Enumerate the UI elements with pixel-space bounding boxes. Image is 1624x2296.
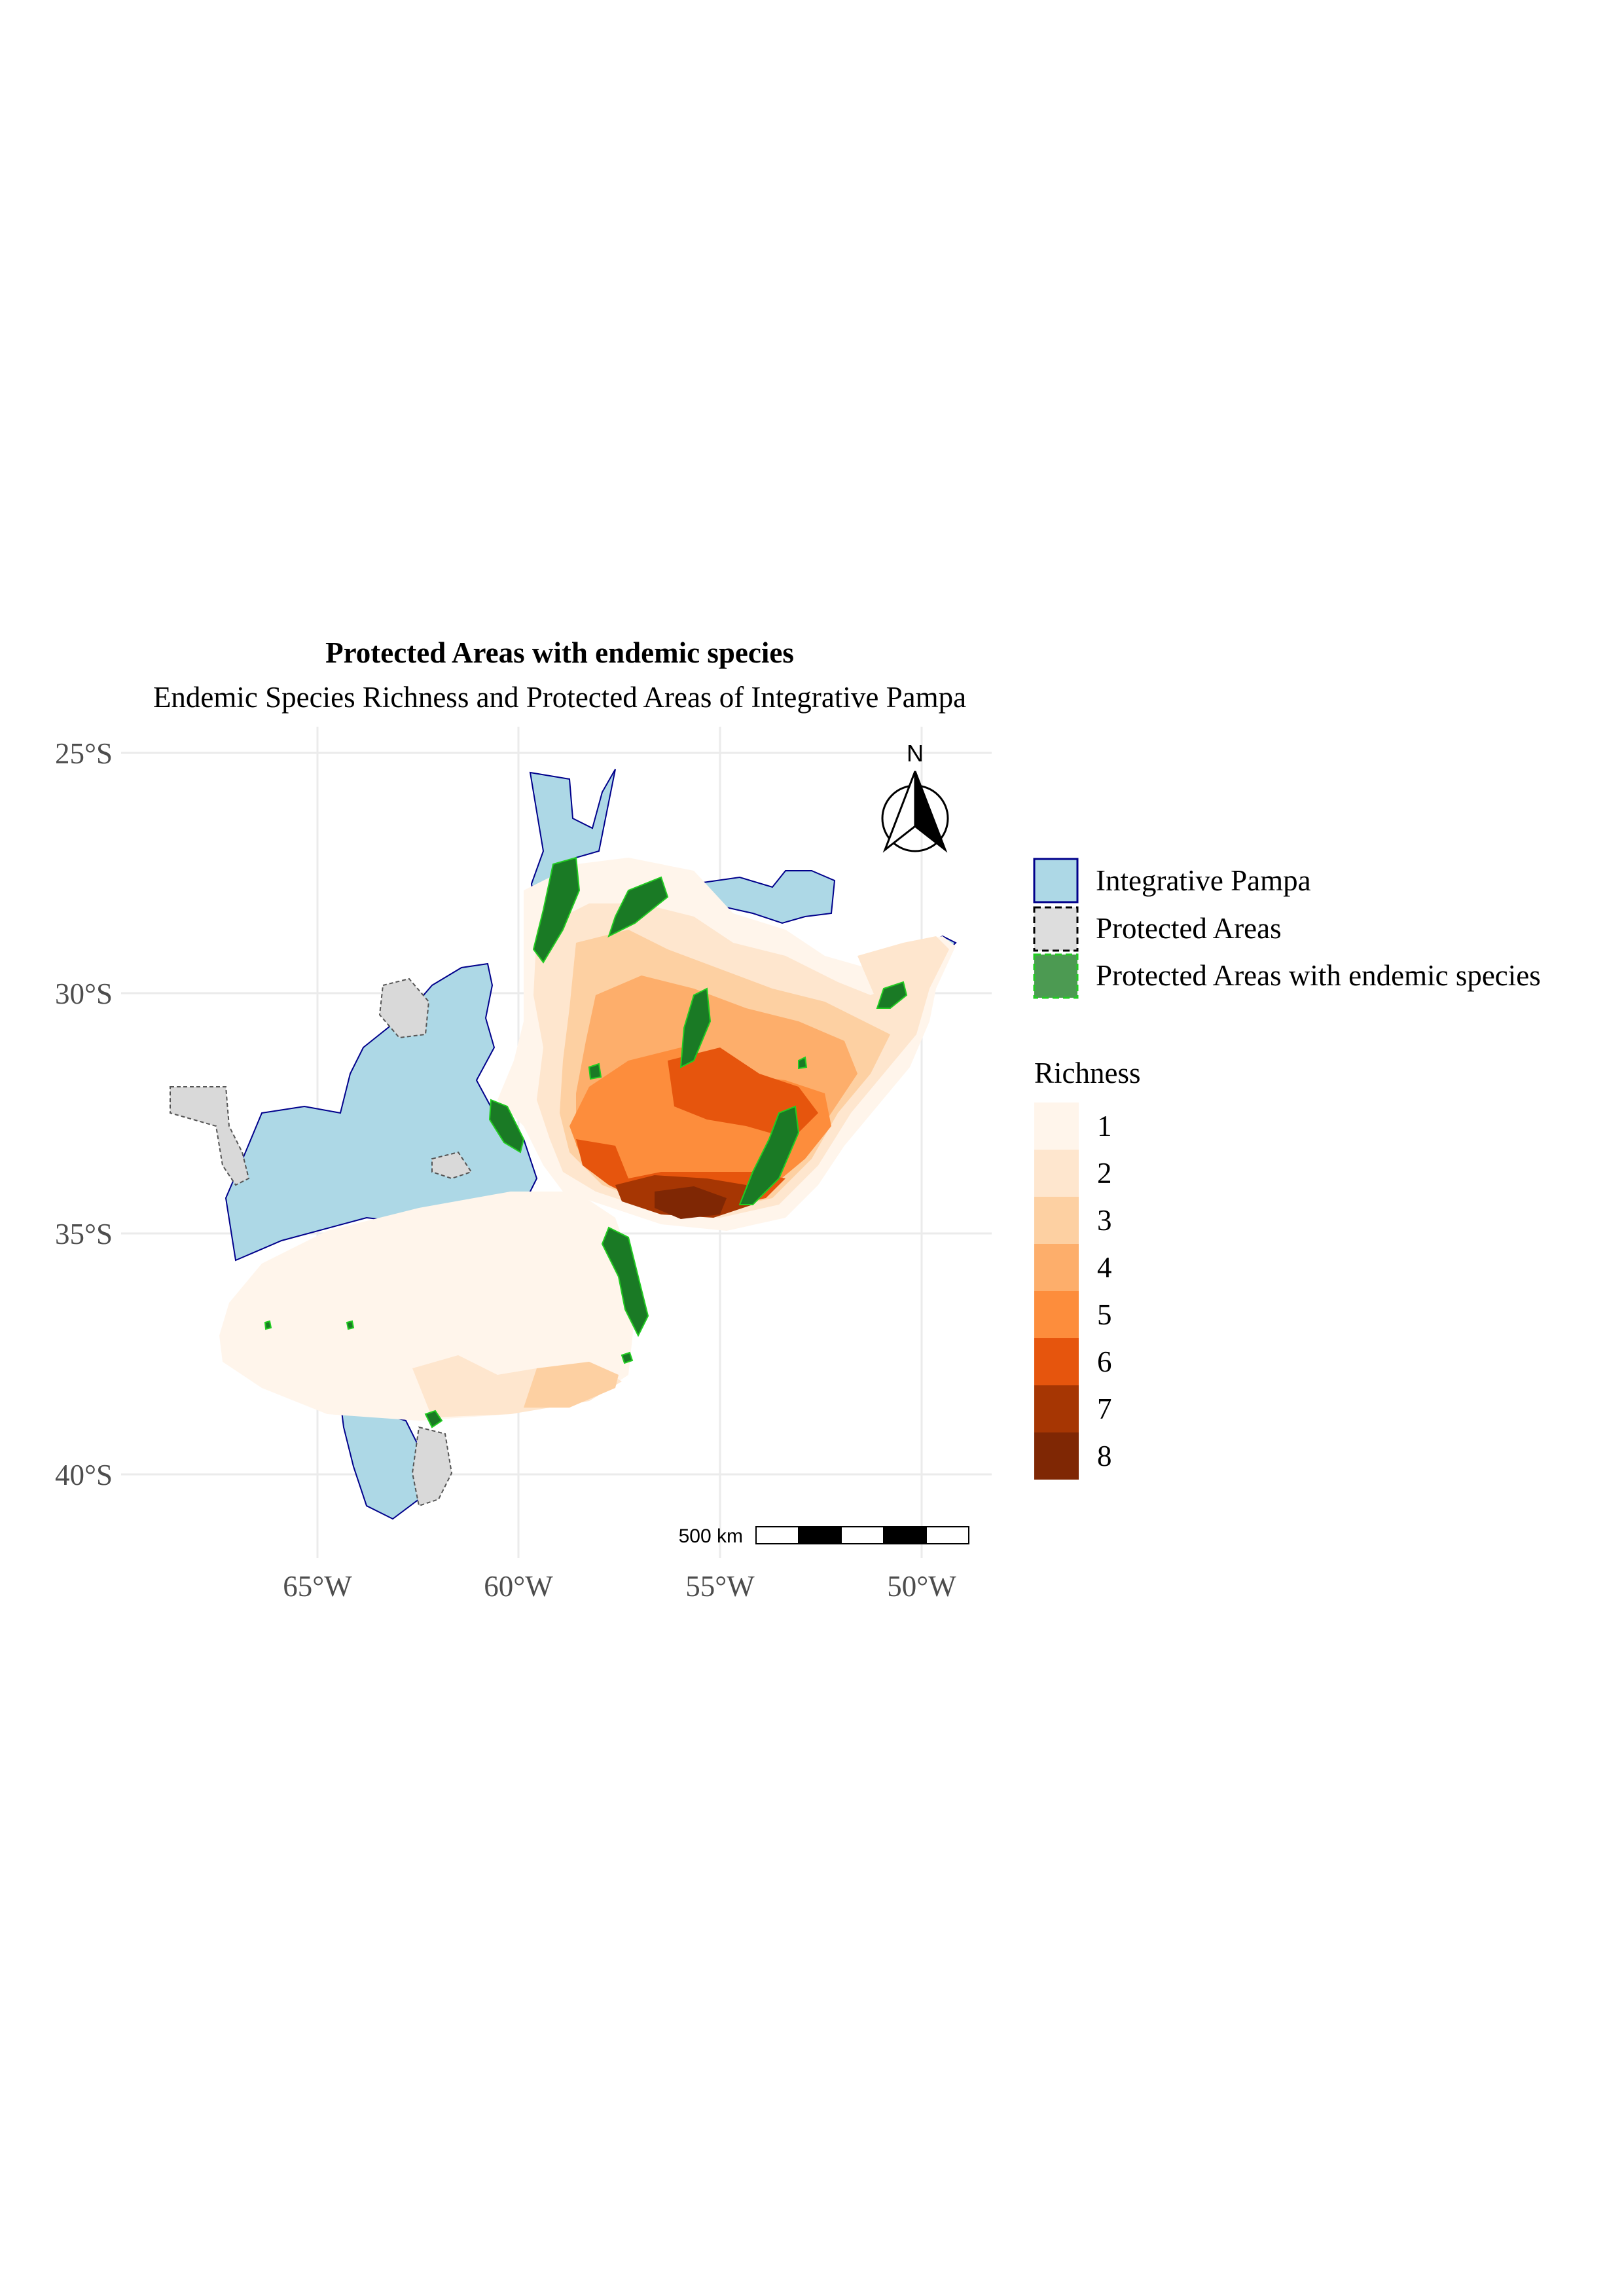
map-subtitle: Endemic Species Richness and Protected A… (153, 681, 966, 714)
lon-axis: 65°W 60°W 55°W 50°W (283, 1570, 956, 1603)
legend-key-integrative-pampa (1033, 858, 1079, 903)
protected-area-south-coast (411, 1426, 453, 1507)
richness-legend-keys: 1 2 3 4 5 6 7 8 (1034, 1102, 1112, 1480)
north-arrow: N (881, 740, 949, 853)
endemic-area-north-2 (607, 876, 669, 938)
layer-legend: Integrative Pampa Protected Areas Protec… (1033, 858, 1541, 999)
lat-tick-label: 35°S (55, 1218, 113, 1250)
legend-label-endemic-protected-areas: Protected Areas with endemic species (1096, 959, 1541, 992)
endemic-area-small-6 (621, 1351, 634, 1364)
richness-legend-swatch (1034, 1197, 1079, 1244)
scale-bar-label: 500 km (679, 1525, 743, 1547)
scale-bar: 500 km (679, 1525, 969, 1547)
richness-surface (219, 858, 956, 1421)
legend-key-protected-areas (1033, 906, 1079, 952)
richness-legend-title: Richness (1034, 1057, 1141, 1089)
endemic-area-west-coast (488, 1099, 525, 1154)
richness-legend-swatch (1034, 1432, 1079, 1480)
pampa-uruguay-river (692, 870, 836, 924)
richness-legend-swatch (1034, 1291, 1079, 1338)
richness-area-west-3 (524, 1362, 619, 1408)
endemic-area-north-1 (532, 856, 581, 964)
lat-tick-label: 25°S (55, 737, 113, 770)
richness-legend-swatch (1034, 1150, 1079, 1197)
protected-area-small-1 (431, 1151, 473, 1180)
richness-legend-swatch (1034, 1385, 1079, 1432)
richness-area-west (219, 1192, 638, 1421)
richness-legend-label: 7 (1097, 1393, 1112, 1425)
richness-legend-label: 1 (1097, 1110, 1112, 1142)
protected-area-chaco (378, 977, 430, 1039)
richness-area-east-8 (655, 1186, 727, 1219)
map-title: Protected Areas with endemic species (325, 636, 794, 669)
protected-area-west-wetland (170, 1086, 250, 1186)
legend-key-endemic-protected-areas (1033, 953, 1079, 999)
richness-area-northeast (857, 936, 949, 1008)
endemic-area-east-coast (738, 1105, 800, 1205)
scale-bar-segment (755, 1526, 799, 1544)
richness-legend-label: 5 (1097, 1298, 1112, 1331)
scale-bar-segment (798, 1526, 842, 1544)
endemic-area-central (679, 987, 712, 1068)
lon-tick-label: 50°W (887, 1570, 956, 1603)
scale-bar-segment (926, 1526, 969, 1544)
north-arrow-label: N (907, 740, 924, 767)
endemic-area-small-2 (798, 1056, 808, 1070)
endemic-area-small-3 (264, 1320, 272, 1330)
endemic-area-small-4 (346, 1320, 355, 1330)
richness-legend-label: 8 (1097, 1440, 1112, 1472)
endemic-area-northeast (876, 981, 908, 1009)
lat-tick-label: 40°S (55, 1459, 113, 1491)
richness-legend-label: 3 (1097, 1204, 1112, 1237)
lat-tick-label: 30°S (55, 977, 113, 1010)
scale-bar-segment (840, 1526, 884, 1544)
north-arrow-needle-left (882, 771, 916, 853)
richness-legend-label: 2 (1097, 1157, 1112, 1190)
endemic-area-small-1 (588, 1063, 602, 1080)
lat-axis: 25°S 30°S 35°S 40°S (55, 737, 113, 1491)
lon-tick-label: 65°W (283, 1570, 352, 1603)
richness-legend-swatch (1034, 1338, 1079, 1385)
endemic-protected-areas-layer (264, 856, 908, 1429)
legend-label-protected-areas: Protected Areas (1096, 912, 1282, 945)
endemic-area-small-5 (424, 1410, 443, 1429)
scale-bar-segment (883, 1526, 927, 1544)
endemic-area-delta (601, 1226, 649, 1338)
richness-legend: Richness 1 2 3 4 5 6 7 8 (1034, 1057, 1141, 1480)
richness-legend-swatch (1034, 1244, 1079, 1291)
lon-tick-label: 55°W (685, 1570, 755, 1603)
north-arrow-needle-right (914, 771, 948, 853)
richness-legend-label: 6 (1097, 1345, 1112, 1378)
legend-label-integrative-pampa: Integrative Pampa (1096, 864, 1311, 897)
richness-legend-swatch (1034, 1102, 1079, 1150)
pampa-southern-tip (339, 1400, 427, 1520)
lon-tick-label: 60°W (484, 1570, 553, 1603)
richness-legend-label: 4 (1097, 1251, 1112, 1284)
protected-areas-layer (170, 977, 473, 1507)
